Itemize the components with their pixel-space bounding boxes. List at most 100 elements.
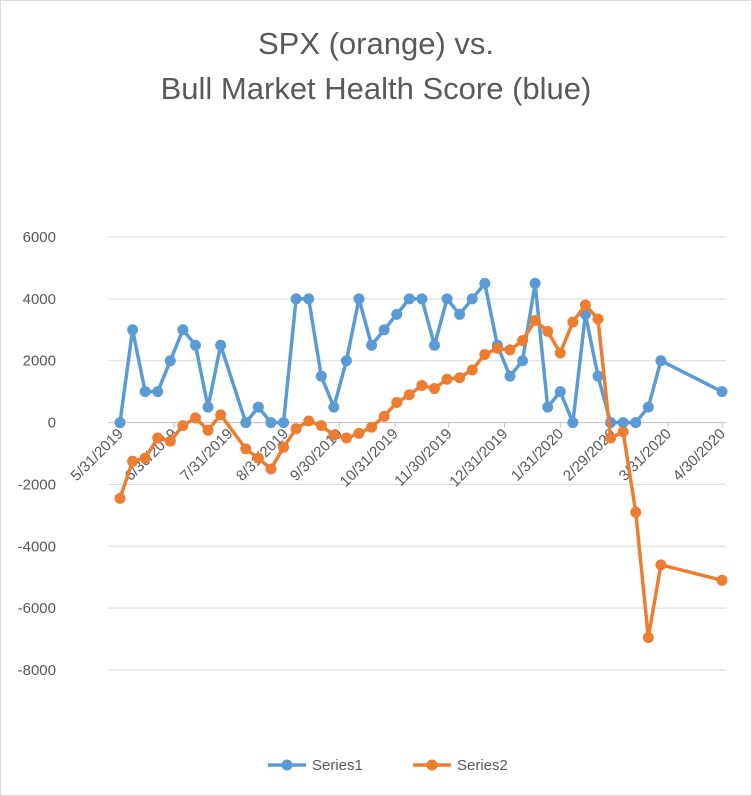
legend-marker-series2 <box>426 759 438 771</box>
data-point-series1 <box>403 293 415 305</box>
data-point-series1 <box>164 355 176 367</box>
data-point-series1 <box>554 386 566 398</box>
y-tick-label: 4000 <box>23 291 56 308</box>
data-point-series1 <box>328 401 340 413</box>
y-tick-label: -2000 <box>18 476 56 493</box>
data-point-series2 <box>240 443 252 455</box>
data-point-series1 <box>215 339 227 351</box>
data-point-series2 <box>655 559 667 571</box>
data-point-series2 <box>630 506 642 518</box>
x-tick-label: 6/30/2019 <box>122 425 181 484</box>
data-point-series1 <box>391 308 403 320</box>
data-point-series1 <box>454 308 466 320</box>
x-tick-label: 11/30/2019 <box>391 425 455 489</box>
data-point-series1 <box>202 401 214 413</box>
data-point-series2 <box>416 379 428 391</box>
data-point-series2 <box>127 455 139 467</box>
data-point-series2 <box>579 299 591 311</box>
data-point-series2 <box>315 420 327 432</box>
data-point-series1 <box>529 277 541 289</box>
data-point-series2 <box>479 349 491 361</box>
data-point-series2 <box>716 574 728 586</box>
data-point-series2 <box>391 396 403 408</box>
data-point-series2 <box>428 383 440 395</box>
data-point-series1 <box>139 386 151 398</box>
data-point-series1 <box>252 401 264 413</box>
data-point-series1 <box>428 339 440 351</box>
data-point-series2 <box>567 316 579 328</box>
data-point-series2 <box>303 415 315 427</box>
y-tick-label: 6000 <box>23 229 56 246</box>
data-point-series1 <box>152 386 164 398</box>
y-tick-label: 2000 <box>23 353 56 370</box>
data-point-series1 <box>127 324 139 336</box>
data-point-series1 <box>378 324 390 336</box>
data-point-series1 <box>716 386 728 398</box>
data-point-series1 <box>114 417 126 429</box>
data-point-series2 <box>278 441 290 453</box>
data-point-series1 <box>504 370 516 382</box>
data-point-series1 <box>542 401 554 413</box>
data-point-series1 <box>441 293 453 305</box>
data-point-series2 <box>454 372 466 384</box>
data-point-series1 <box>567 417 579 429</box>
x-tick-label: 12/31/2019 <box>446 425 511 490</box>
data-point-series1 <box>655 355 667 367</box>
data-point-series2 <box>542 325 554 337</box>
data-point-series1 <box>466 293 478 305</box>
data-point-series1 <box>177 324 189 336</box>
data-point-series1 <box>617 417 629 429</box>
chart-title-line-2: Bull Market Health Score (blue) <box>160 71 592 106</box>
data-point-series2 <box>517 335 529 347</box>
data-point-series2 <box>642 632 654 644</box>
data-point-series2 <box>252 452 264 464</box>
data-point-series2 <box>152 432 164 444</box>
data-point-series2 <box>529 315 541 327</box>
data-point-series1 <box>517 355 529 367</box>
data-point-series2 <box>139 452 151 464</box>
data-point-series1 <box>340 355 352 367</box>
data-point-series1 <box>479 277 491 289</box>
data-point-series2 <box>441 373 453 385</box>
x-tick-label: 4/30/2020 <box>670 425 729 484</box>
data-point-series1 <box>315 370 327 382</box>
data-point-series2 <box>617 426 629 438</box>
chart-title-line-1: SPX (orange) vs. <box>257 26 495 61</box>
y-tick-label: -4000 <box>18 538 56 555</box>
data-point-series2 <box>504 344 516 356</box>
y-tick-label: -8000 <box>18 662 56 679</box>
data-point-series2 <box>328 429 340 441</box>
data-point-series1 <box>290 293 302 305</box>
data-point-series1 <box>353 293 365 305</box>
data-point-series2 <box>592 313 604 325</box>
data-point-series2 <box>177 420 189 432</box>
data-point-series2 <box>403 389 415 401</box>
data-point-series1 <box>642 401 654 413</box>
data-point-series2 <box>164 435 176 447</box>
legend-label-series2: Series2 <box>457 757 508 774</box>
data-point-series1 <box>189 339 201 351</box>
data-point-series2 <box>491 342 503 354</box>
data-point-series2 <box>605 432 617 444</box>
data-point-series1 <box>278 417 290 429</box>
data-point-series2 <box>265 463 277 475</box>
legend-label-series1: Series1 <box>312 757 363 774</box>
series-line-series1 <box>118 281 723 425</box>
data-point-series2 <box>353 427 365 439</box>
data-point-series1 <box>592 370 604 382</box>
data-point-series2 <box>340 432 352 444</box>
legend-marker-series1 <box>281 759 293 771</box>
x-tick-label: 5/31/2019 <box>68 425 127 484</box>
data-point-series1 <box>265 417 277 429</box>
x-tick-label: 1/31/2020 <box>508 425 567 484</box>
data-point-series2 <box>215 409 227 421</box>
data-point-series1 <box>416 293 428 305</box>
data-point-series2 <box>114 492 126 504</box>
data-point-series1 <box>240 417 252 429</box>
data-point-series2 <box>554 347 566 359</box>
data-point-series2 <box>290 423 302 435</box>
data-point-series2 <box>366 421 378 433</box>
y-tick-label: 0 <box>48 415 56 432</box>
data-point-series1 <box>303 293 315 305</box>
